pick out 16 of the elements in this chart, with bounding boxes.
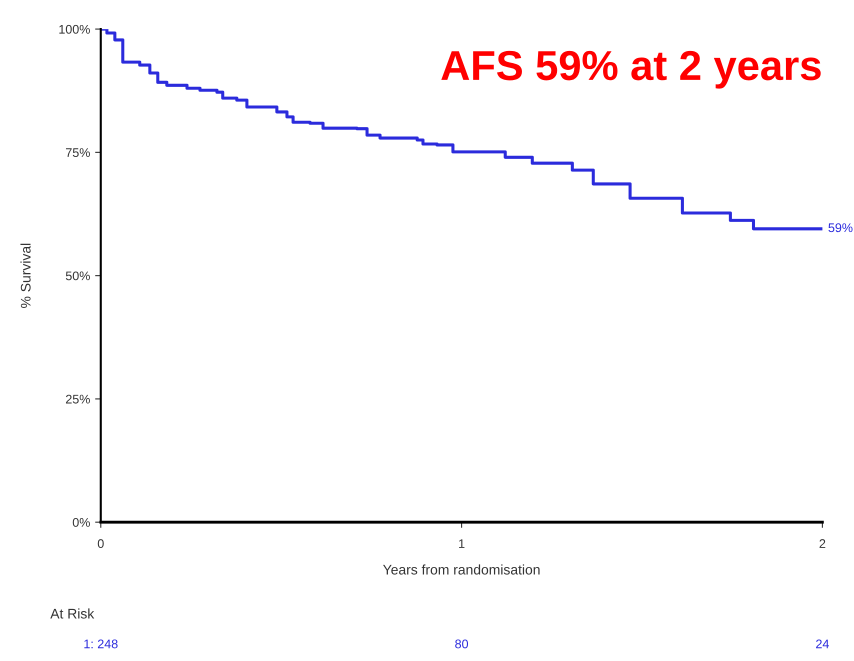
x-axis-title: Years from randomisation	[383, 564, 540, 575]
text: 24	[816, 639, 829, 648]
y-axis-title: % Survival	[20, 244, 31, 308]
text: 1: 248	[84, 639, 118, 648]
x-tick-label: 2	[820, 539, 826, 548]
text: At Risk	[50, 608, 94, 619]
chart-title: AFS 59% at 2 years	[441, 50, 821, 89]
annotation: 59%	[828, 223, 853, 232]
x-tick-label: 0	[98, 539, 104, 548]
y-tick-label: 75%	[66, 148, 90, 158]
y-tick-label: 25%	[66, 394, 90, 404]
y-tick-label: 100%	[59, 24, 90, 34]
x-tick-label: 1	[459, 539, 464, 548]
text: 80	[455, 639, 468, 648]
y-tick-label: 50%	[66, 271, 90, 280]
y-tick-label: 0%	[72, 518, 90, 527]
